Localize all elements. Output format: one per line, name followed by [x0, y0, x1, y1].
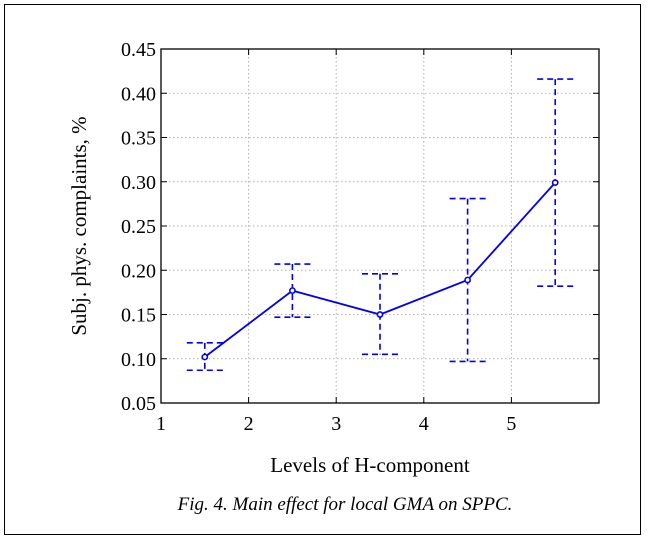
x-axis-label: Levels of H-component [270, 453, 470, 477]
y-tick-label-7: 0.40 [121, 83, 156, 105]
y-axis-label: Subj. phys. complaints, % [67, 116, 91, 335]
y-tick-label-3: 0.20 [121, 260, 156, 282]
data-points [201, 179, 559, 361]
x-tick-label-4: 5 [506, 413, 516, 435]
data-point-4 [551, 179, 559, 187]
data-point-0 [201, 353, 209, 361]
x-tick-label-0: 1 [156, 413, 166, 435]
data-point-2 [376, 311, 384, 318]
y-tick-label-4: 0.25 [121, 216, 156, 238]
y-tick-label-5: 0.30 [121, 172, 156, 194]
grid-lines [161, 49, 599, 403]
data-point-1 [288, 287, 296, 295]
y-tick-label-8: 0.45 [121, 39, 156, 61]
y-tick-label-1: 0.10 [121, 349, 156, 371]
y-tick-label-2: 0.15 [121, 305, 156, 327]
x-tick-label-2: 3 [331, 413, 341, 435]
y-tick-label-0: 0.05 [121, 393, 156, 415]
tick-labels: 1 2 3 4 5 0.05 0.10 0.15 0.20 0.25 0.30 0.35 0.40 0.4… [121, 39, 516, 435]
x-tick-label-1: 2 [244, 413, 254, 435]
figure-frame [4, 4, 641, 535]
x-tick-label-3: 4 [419, 413, 429, 435]
figure-caption: Fig. 4. Main effect for local GMA on SPP… [177, 494, 513, 515]
data-point-3 [464, 276, 471, 284]
y-tick-label-6: 0.35 [121, 128, 156, 150]
axes [160, 48, 600, 404]
